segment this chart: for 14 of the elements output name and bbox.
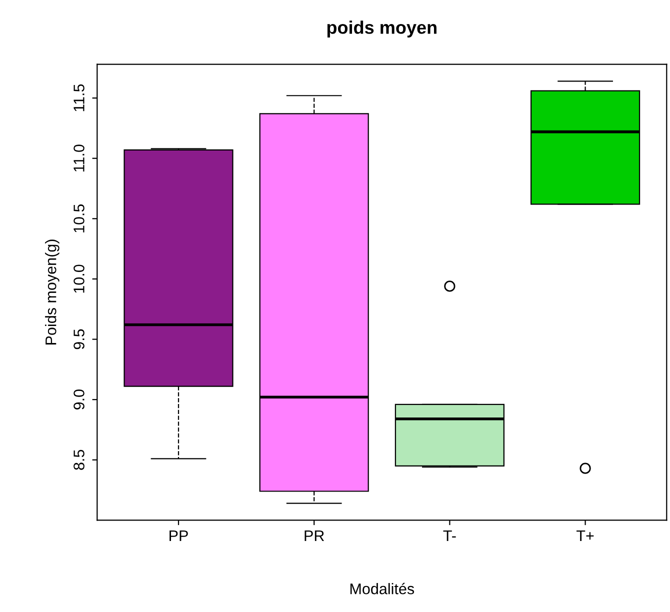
y-tick-label: 11.0: [74, 144, 84, 172]
y-tick-label: 10.0: [74, 264, 84, 293]
x-tick-label: PR: [304, 530, 324, 541]
y-axis-title: Poids moyen(g): [45, 240, 60, 344]
y-tick-label: 9.5: [74, 329, 84, 350]
y-tick-label: 8.5: [74, 450, 84, 470]
x-tick-label: T-: [443, 530, 456, 541]
y-tick-label: 9.0: [74, 390, 84, 410]
y-tick-label: 10.5: [74, 204, 84, 232]
y-tick-label: 11.5: [74, 84, 84, 112]
x-tick-label: T+: [576, 530, 594, 541]
chart-title: poids moyen: [327, 20, 436, 38]
x-tick-label: PP: [170, 530, 188, 541]
x-axis-title: Modalités: [350, 582, 414, 594]
